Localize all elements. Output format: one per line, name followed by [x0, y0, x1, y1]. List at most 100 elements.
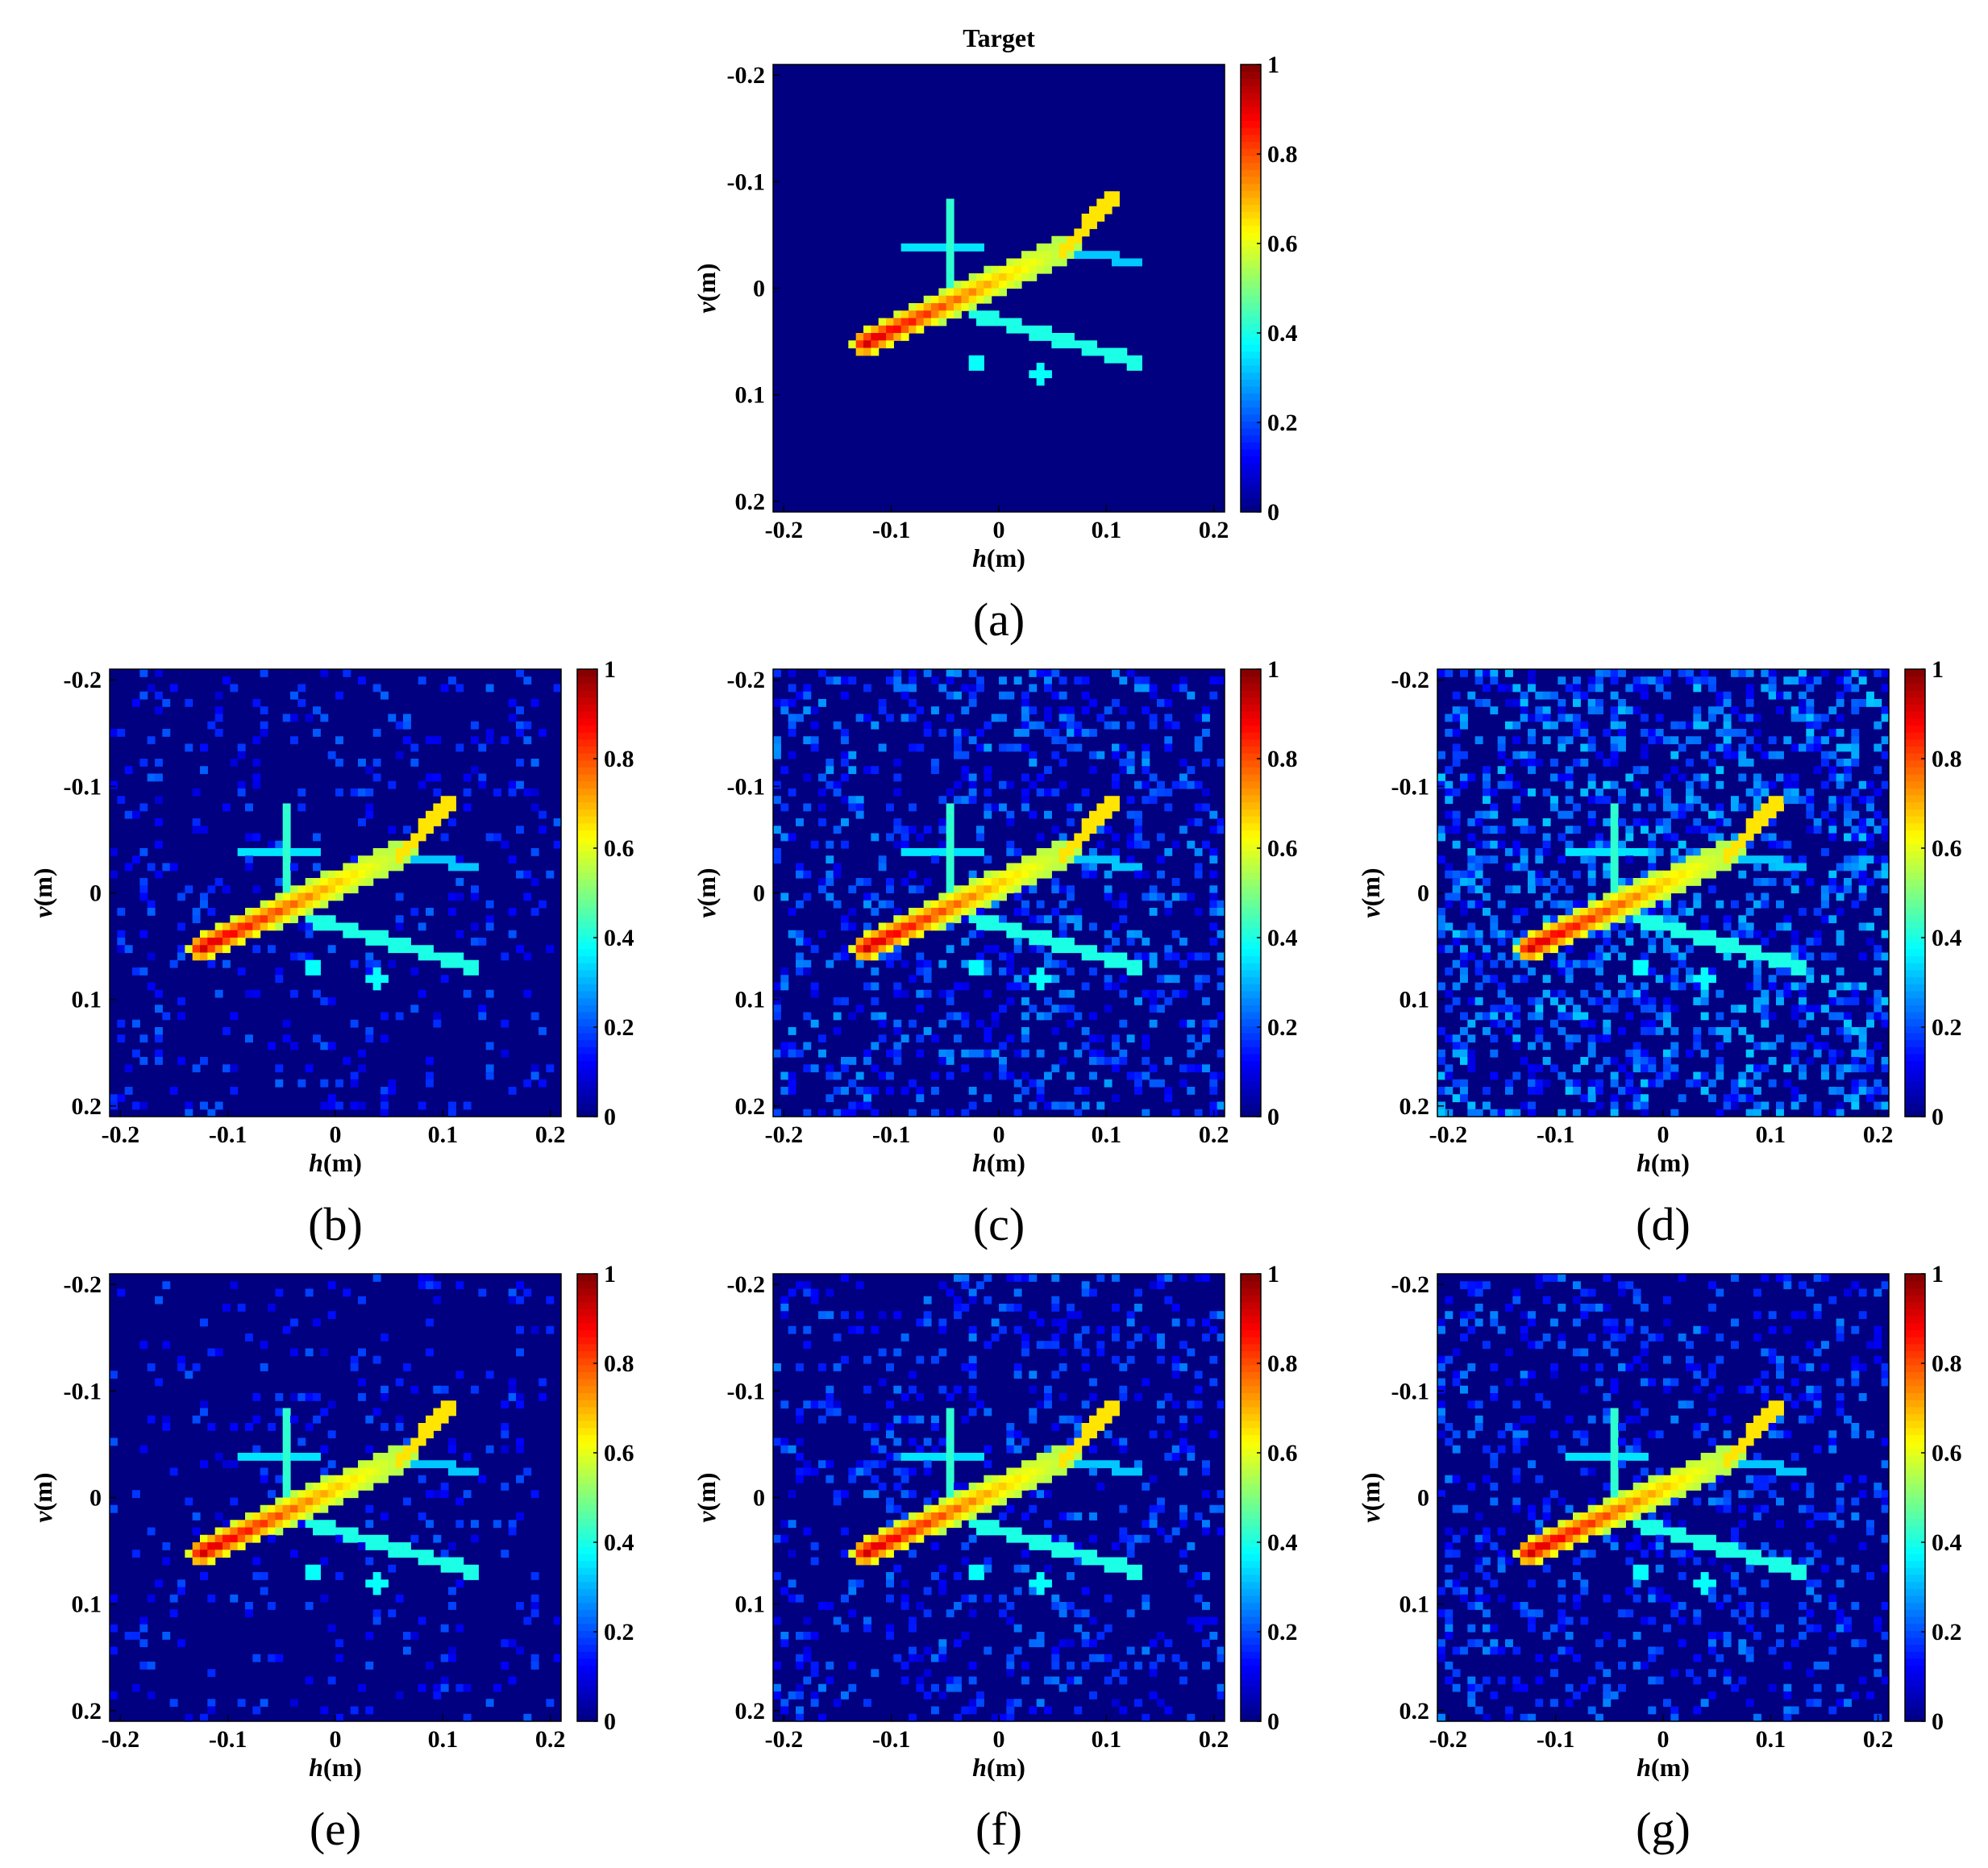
- heatmap-cell: [848, 1325, 857, 1334]
- heatmap-cell: [260, 915, 268, 924]
- heatmap-cell: [245, 863, 253, 872]
- heatmap-cell: [1542, 938, 1551, 946]
- heatmap-cell: [1542, 721, 1551, 730]
- heatmap-cell: [1520, 751, 1528, 759]
- heatmap-cell: [1142, 676, 1150, 685]
- heatmap-cell: [1745, 833, 1754, 842]
- heatmap-cell: [788, 1445, 796, 1454]
- heatmap-cell: [833, 870, 842, 879]
- heatmap-cell: [1610, 1071, 1619, 1080]
- heatmap-cell: [297, 900, 306, 909]
- heatmap-cell: [350, 1483, 359, 1491]
- heatmap-cell: [991, 1497, 1000, 1506]
- heatmap-cell: [961, 1415, 970, 1424]
- heatmap-cell: [1044, 333, 1052, 341]
- heatmap-cell: [252, 1393, 261, 1401]
- heatmap-cell: [1716, 855, 1724, 864]
- colorbar-swatch: [1241, 267, 1261, 275]
- heatmap-cell: [192, 1542, 201, 1550]
- heatmap-cell: [358, 870, 366, 879]
- heatmap-cell: [546, 1064, 555, 1073]
- x-axis-label: h(m): [309, 1753, 362, 1782]
- heatmap-cell: [1202, 759, 1210, 767]
- heatmap-cell: [961, 1483, 970, 1491]
- heatmap-cell: [365, 938, 374, 946]
- heatmap-cell: [946, 1520, 954, 1529]
- heatmap-cell: [968, 1497, 977, 1506]
- heatmap-cell: [900, 1467, 909, 1476]
- heatmap-cell: [1813, 1042, 1822, 1050]
- colorbar-swatch: [1241, 906, 1261, 915]
- heatmap-cell: [1474, 1012, 1483, 1021]
- heatmap-cell: [290, 915, 298, 924]
- heatmap-cell: [1104, 1430, 1113, 1439]
- colorbar-swatch: [1905, 906, 1925, 915]
- heatmap-cell: [1179, 1341, 1187, 1350]
- heatmap-cell: [1013, 892, 1022, 901]
- heatmap-cell: [320, 714, 329, 722]
- heatmap-cell: [214, 1453, 223, 1461]
- heatmap-cell: [1535, 855, 1544, 864]
- heatmap-cell: [1058, 721, 1067, 730]
- heatmap-cell: [440, 1490, 449, 1499]
- heatmap-cell: [1528, 826, 1536, 834]
- heatmap-cell: [1437, 773, 1445, 782]
- panel-e: -0.2 -0.1 0 0.1 0.2 -0.2 -0.1 0 0.1 0.2 h(m) v(m) 0 0…: [28, 1261, 634, 1853]
- heatmap-cell: [1542, 915, 1551, 924]
- heatmap-cell: [1044, 1475, 1052, 1483]
- heatmap-cell: [297, 1520, 306, 1529]
- heatmap-cell: [1851, 833, 1860, 842]
- heatmap-cell: [968, 1408, 977, 1417]
- heatmap-cell: [1021, 1483, 1029, 1491]
- heatmap-cell: [1881, 1101, 1890, 1110]
- heatmap-cell: [803, 736, 812, 745]
- heatmap-cell: [1828, 952, 1837, 961]
- heatmap-cell: [1089, 1550, 1097, 1558]
- colorbar-swatch: [1241, 148, 1261, 156]
- heatmap-cell: [1828, 885, 1837, 894]
- heatmap-cell: [984, 1296, 992, 1304]
- heatmap-cell: [1171, 1304, 1180, 1312]
- heatmap-cell: [372, 1475, 381, 1483]
- heatmap-cell: [1081, 251, 1090, 260]
- heatmap-cell: [1866, 1019, 1874, 1028]
- heatmap-cells: [1437, 669, 1890, 1117]
- heatmap-cell: [1558, 1109, 1566, 1117]
- colorbar-swatch: [1241, 372, 1261, 380]
- heatmap-cell: [237, 780, 246, 789]
- heatmap-cell: [878, 1550, 887, 1558]
- heatmap-cell: [1149, 1079, 1158, 1088]
- heatmap-cell: [976, 729, 984, 737]
- heatmap-cell: [1051, 945, 1060, 954]
- heatmap-cell: [139, 885, 148, 894]
- heatmap-cell: [1558, 1071, 1566, 1080]
- heatmap-cell: [426, 1490, 434, 1499]
- heatmap-cell: [991, 1520, 1000, 1529]
- heatmap-cell: [1558, 1005, 1566, 1013]
- heatmap-cell: [1836, 691, 1845, 700]
- heatmap-cell: [848, 1579, 857, 1588]
- heatmap-cell: [1663, 788, 1671, 797]
- heatmap-cell: [1089, 729, 1097, 737]
- heatmap-cell: [1187, 818, 1196, 826]
- heatmap-cell: [252, 1706, 261, 1715]
- heatmap-cell: [1512, 840, 1521, 849]
- heatmap-cell: [773, 1005, 781, 1013]
- heatmap-cell: [1171, 952, 1180, 961]
- heatmap-cell: [1821, 900, 1829, 909]
- heatmap-cell: [530, 699, 539, 707]
- heatmap-cell: [1460, 959, 1468, 968]
- heatmap-cell: [252, 1534, 261, 1543]
- heatmap-cell: [976, 922, 984, 931]
- heatmap-cell: [1776, 959, 1784, 968]
- heatmap-cell: [1745, 1109, 1754, 1117]
- heatmap-cell: [780, 1437, 789, 1446]
- heatmap-cell: [365, 1034, 374, 1043]
- heatmap-cell: [1051, 826, 1060, 834]
- heatmap-cell: [313, 1483, 321, 1491]
- heatmap-cell: [147, 684, 156, 693]
- heatmap-cell: [1021, 273, 1029, 281]
- heatmap-cell: [1512, 848, 1521, 856]
- heatmap-cell: [223, 938, 231, 946]
- heatmap-cell: [1768, 982, 1777, 991]
